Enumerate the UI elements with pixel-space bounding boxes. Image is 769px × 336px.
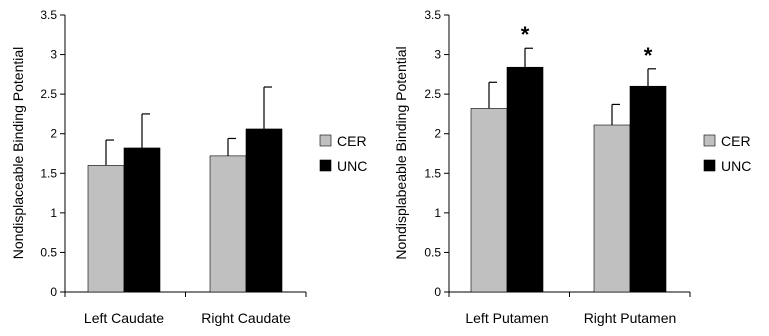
significance-marker: * xyxy=(521,22,530,47)
legend-swatch-unc xyxy=(319,159,332,172)
category-label: Left Putamen xyxy=(465,310,548,326)
y-tick-label: 2 xyxy=(50,127,57,141)
legend-swatch-unc xyxy=(703,159,716,172)
y-axis-label: Nondisplabeable Binding Potential xyxy=(393,46,409,259)
y-tick-label: 3 xyxy=(434,48,441,62)
legend-label-unc: UNC xyxy=(721,158,751,174)
bar-cer xyxy=(470,108,508,293)
legend-swatch-cer xyxy=(703,134,716,147)
y-tick-label: 3.5 xyxy=(424,8,441,22)
y-tick-label: 0 xyxy=(434,285,441,299)
y-tick-label: 1.5 xyxy=(40,166,57,180)
bar-cer xyxy=(87,165,125,293)
bar-cer xyxy=(209,155,247,293)
y-tick-label: 1 xyxy=(50,206,57,220)
y-tick-label: 1 xyxy=(434,206,441,220)
chart-panel-putamen: Nondisplabeable Binding Potential 0 0.5 1 1… xyxy=(393,8,751,326)
significance-marker: * xyxy=(644,43,653,68)
y-tick-label: 0.5 xyxy=(40,245,57,259)
chart-panel-caudate: Nondisplaceable Binding Potential 0 0.5 1 1… xyxy=(10,8,367,326)
y-tick-label: 0.5 xyxy=(424,245,441,259)
y-tick-label: 2.5 xyxy=(424,87,441,101)
y-tick-label: 3 xyxy=(50,48,57,62)
category-label: Left Caudate xyxy=(84,310,164,326)
category-label: Right Putamen xyxy=(584,310,677,326)
bar-unc xyxy=(245,128,283,293)
bar-unc xyxy=(629,85,667,293)
category-label: Right Caudate xyxy=(201,310,291,326)
y-tick-label: 3.5 xyxy=(40,8,57,22)
bar-cer xyxy=(593,124,631,293)
legend-label-cer: CER xyxy=(721,133,751,149)
legend-label-cer: CER xyxy=(337,133,367,149)
bar-unc xyxy=(123,147,161,293)
y-tick-label: 2 xyxy=(434,127,441,141)
y-tick-label: 2.5 xyxy=(40,87,57,101)
y-tick-label: 0 xyxy=(50,285,57,299)
legend-swatch-cer xyxy=(319,134,332,147)
bar-unc xyxy=(506,66,544,293)
y-tick-label: 1.5 xyxy=(424,166,441,180)
y-axis-label: Nondisplaceable Binding Potential xyxy=(10,47,26,259)
legend-label-unc: UNC xyxy=(337,158,367,174)
